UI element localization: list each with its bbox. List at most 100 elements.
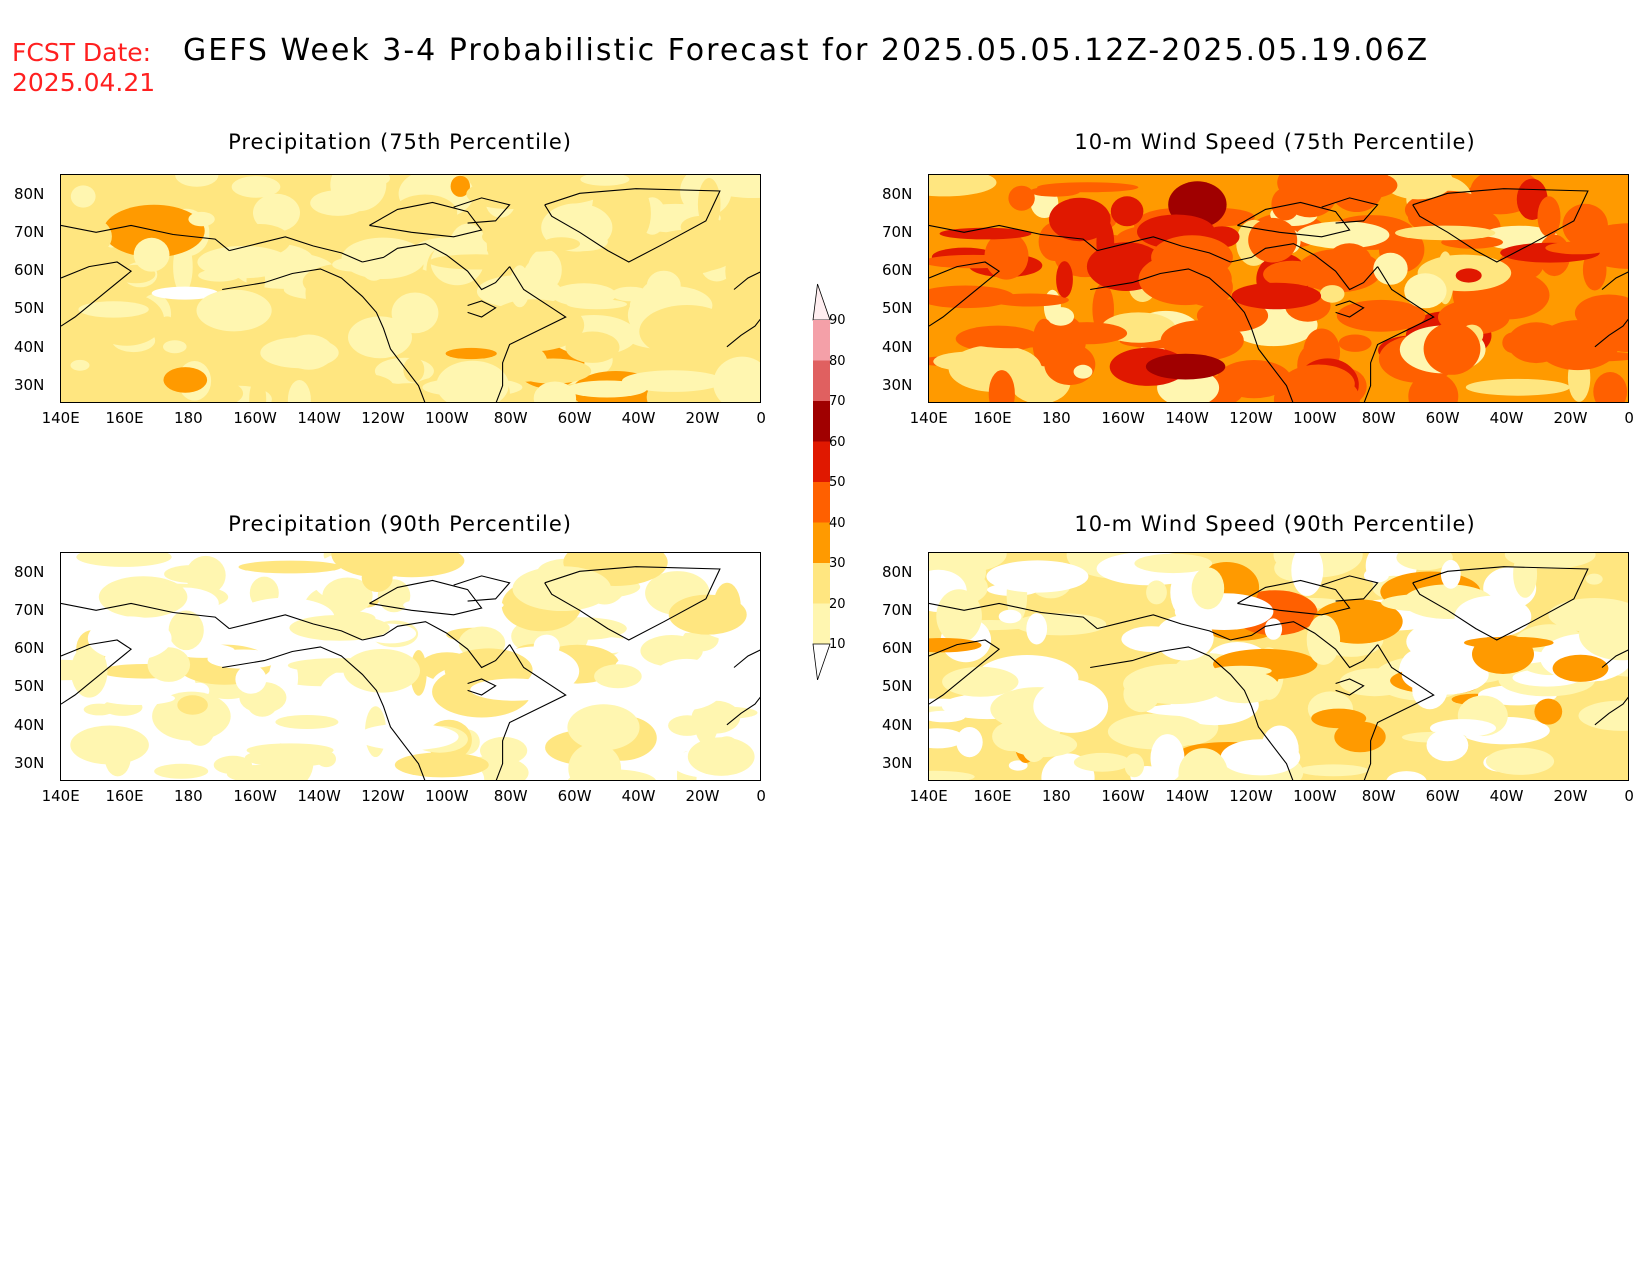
map-plot-area [60,552,761,781]
field-patch [1395,225,1496,241]
field-patch [1248,217,1298,263]
coastline [1230,621,1379,669]
field-patch [1178,748,1228,780]
field-patch [152,691,231,741]
lon-tick-label: 60W [557,787,592,805]
field-patch [1423,322,1481,375]
field-patch [1110,196,1144,227]
colorbar-top-arrow [812,283,831,321]
field-patch [1298,764,1369,777]
coastline [369,579,483,616]
field-patch [428,254,523,270]
field-patch [104,737,131,777]
field-patch [70,359,90,371]
field-patch [147,647,191,682]
field-patch [356,723,459,751]
forecast-date-label: FCST Date: 2025.04.21 [12,38,155,98]
lat-tick-label: 70N [882,601,913,620]
colorbar-level-label: 80 [829,353,846,369]
map-field [929,175,1628,402]
coastline [1412,188,1589,263]
coastline [726,696,760,726]
field-patch [567,704,640,751]
lat-tick-label: 30N [882,753,913,772]
field-patch [1029,186,1080,197]
panel-wind-90: 10-m Wind Speed (90th Percentile) [1074,512,1474,536]
field-patch [1296,221,1390,249]
field-patch [648,658,726,710]
coastline [453,197,511,224]
field-patch [1210,665,1272,677]
lon-tick-label: 100W [1293,787,1337,805]
field-patch [1174,593,1274,630]
field-patch [1396,553,1453,571]
field-patch [1455,268,1482,283]
field-patch [70,185,96,208]
coastline [61,261,133,327]
field-patch [640,635,703,667]
forecast-date-caption: FCST Date: [12,38,152,67]
lon-tick-label: 40W [621,787,656,805]
field-patch [154,763,209,779]
field-patch [1008,185,1035,211]
lat-tick-label: 60N [14,639,45,658]
field-patch [1383,175,1453,200]
field-patch [1381,594,1459,612]
field-patch [98,576,188,618]
lat-tick-label: 70N [14,223,45,242]
colorbar-swatch [813,360,830,401]
coastline [222,268,426,402]
lat-tick-label: 30N [882,375,913,394]
field-patch [691,700,741,734]
lat-tick-label: 80N [882,563,913,582]
field-patch [1150,734,1185,780]
coastline [929,224,1098,252]
field-patch [61,659,105,681]
field-patch [1191,567,1225,610]
field-patch [1373,252,1408,285]
field-patch [1056,261,1073,298]
field-patch [305,270,334,316]
field-patch [1073,364,1093,379]
lon-tick-label: 140E [41,787,80,805]
field-patch [79,324,106,339]
field-patch [1404,273,1447,309]
field-patch [565,331,620,363]
coastline [544,566,721,641]
coastline [229,236,363,263]
field-patch [88,293,165,346]
field-patch [514,358,592,384]
lon-tick-label: 100W [1293,409,1337,427]
field-patch [207,649,280,669]
map-plot-area [928,174,1629,403]
coastline [1097,236,1231,263]
coastline [1601,649,1628,668]
coastline [1237,201,1351,238]
coastline [467,678,497,696]
field-patch [998,609,1022,624]
field-patch [551,283,617,307]
coastline [453,575,511,602]
field-patch [639,305,735,359]
field-patch [942,666,1019,697]
lon-tick-label: 140E [909,409,948,427]
field-patch [163,367,208,393]
field-patch [1073,752,1131,772]
field-patch [1593,372,1628,402]
lon-tick-label: 60W [1425,409,1460,427]
field-patch [156,316,178,345]
field-patch [177,695,208,715]
field-patch [1534,698,1563,725]
lon-tick-label: 40W [1489,787,1524,805]
lat-tick-label: 60N [882,639,913,658]
field-patch [74,218,112,254]
lat-tick-label: 50N [14,298,45,317]
coastline [544,188,721,263]
coastline [1090,268,1294,402]
field-patch [929,770,975,780]
lat-tick-label: 80N [14,563,45,582]
field-patch [87,616,172,661]
field-patch [668,594,747,635]
lon-tick-label: 20W [1553,409,1588,427]
field-patch [1296,249,1382,293]
